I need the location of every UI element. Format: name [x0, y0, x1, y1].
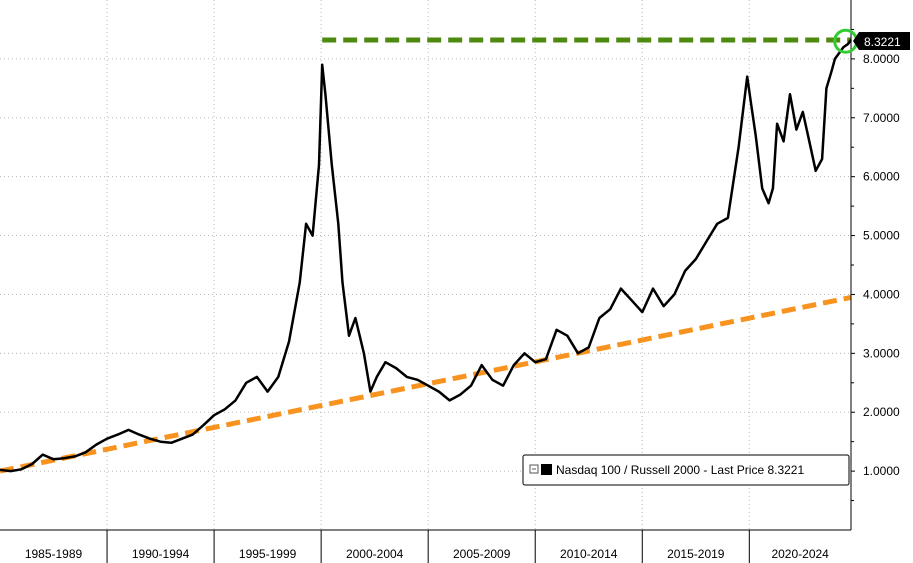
y-tick-label: 3.0000 [863, 346, 900, 360]
last-price-tag: 8.3221 [853, 32, 910, 50]
x-tick-label: 2020-2024 [771, 547, 829, 561]
legend: Nasdaq 100 / Russell 2000 - Last Price 8… [522, 454, 850, 486]
x-tick-label: 1990-1994 [132, 547, 190, 561]
x-tick-label: 2015-2019 [667, 547, 725, 561]
legend-label: Nasdaq 100 / Russell 2000 - Last Price 8… [556, 463, 804, 477]
y-tick-label: 8.0000 [863, 52, 900, 66]
y-tick-label: 7.0000 [863, 111, 900, 125]
last-price-tag-shape [853, 32, 910, 50]
x-tick-label: 1995-1999 [239, 547, 297, 561]
ratio-series-line [0, 39, 853, 473]
grid [0, 0, 851, 530]
legend-box [522, 454, 850, 486]
trend-lines [0, 37, 852, 474]
y-tick-label: 2.0000 [863, 405, 900, 419]
y-tick-label: 4.0000 [863, 287, 900, 301]
y-tick-label: 5.0000 [863, 229, 900, 243]
x-tick-label: 2000-2004 [346, 547, 404, 561]
series-layer [0, 39, 853, 473]
trend-line-1 [0, 294, 852, 474]
y-tick-label: 1.0000 [863, 464, 900, 478]
x-tick-label: 1985-1989 [25, 547, 83, 561]
y-tick-label: 6.0000 [863, 170, 900, 184]
last-price-label: 8.3221 [864, 35, 901, 49]
x-tick-label: 2010-2014 [560, 547, 618, 561]
x-tick-label: 2005-2009 [453, 547, 511, 561]
legend-series-swatch [541, 464, 552, 475]
